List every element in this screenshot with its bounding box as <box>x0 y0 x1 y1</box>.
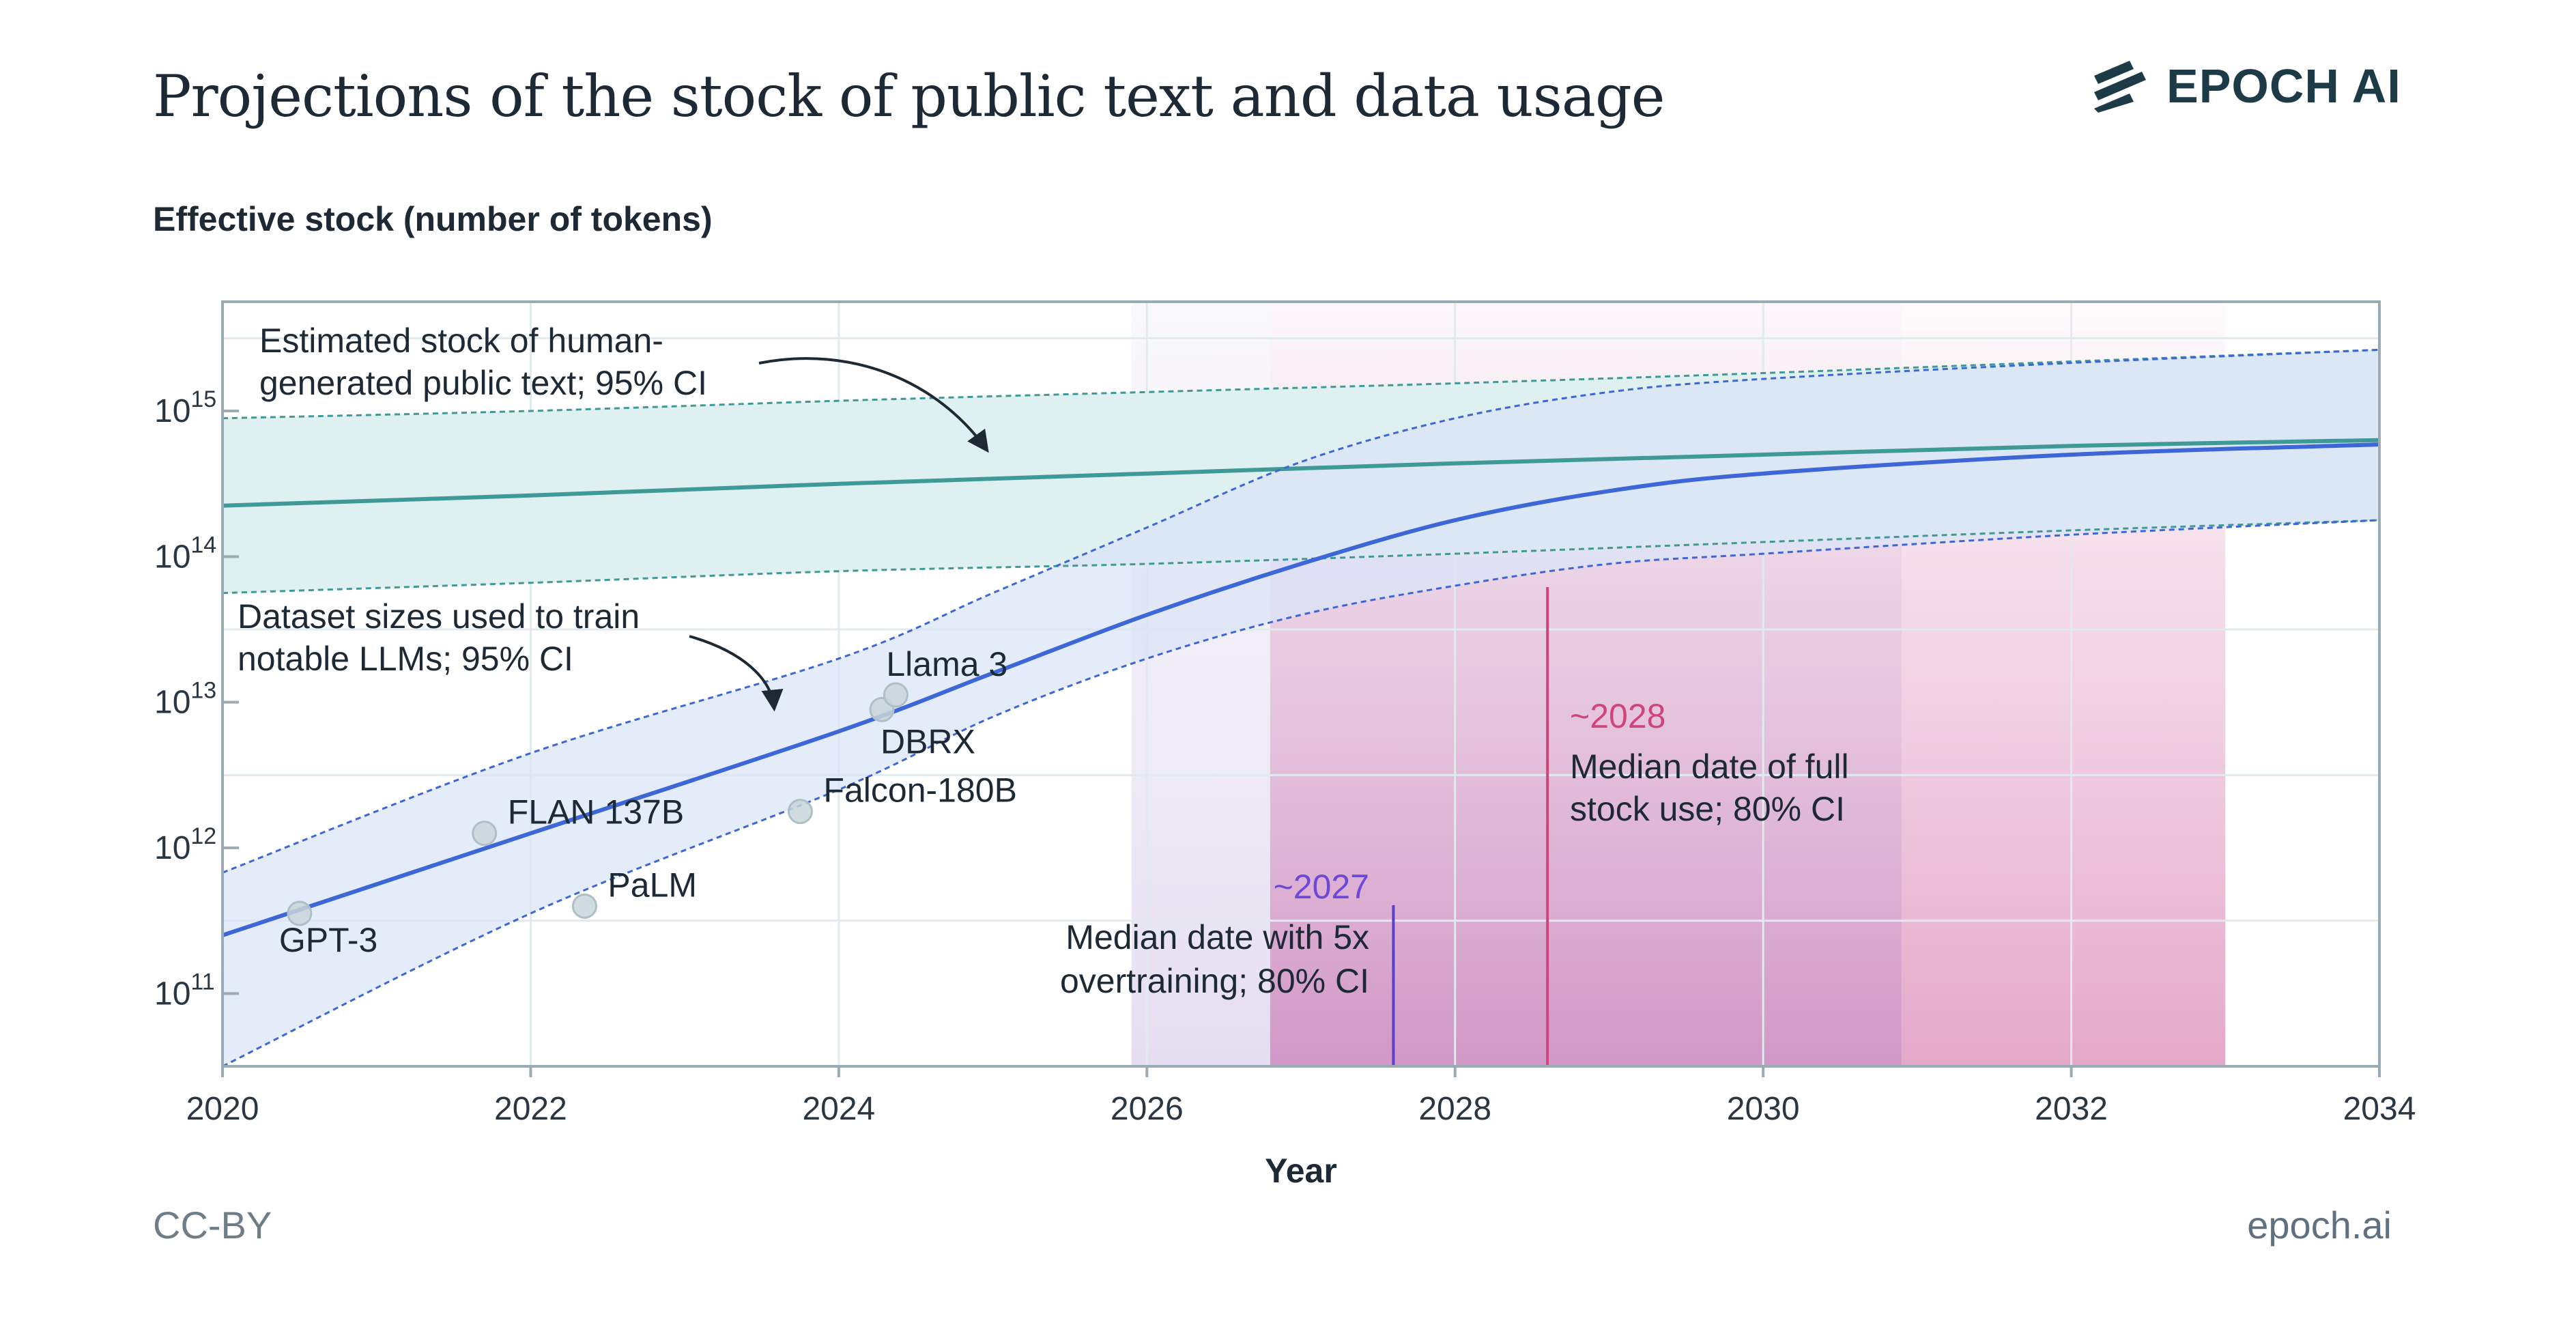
x-tick-label: 2020 <box>186 1091 259 1127</box>
fulluse-annotation-line2: stock use; 80% CI <box>1570 790 1845 828</box>
fulluse-year-label: ~2028 <box>1570 697 1665 735</box>
y-tick-label: 1013 <box>154 678 216 721</box>
model-point <box>571 893 597 919</box>
model-point <box>787 799 813 825</box>
logo-text: EPOCH AI <box>2166 59 2401 113</box>
model-label: Falcon-180B <box>823 771 1017 810</box>
stock-annotation-line2: generated public text; 95% CI <box>259 364 707 402</box>
stock-annotation: Estimated stock of human- generated publ… <box>259 322 707 402</box>
x-tick-label: 2034 <box>2343 1091 2416 1127</box>
model-label: PaLM <box>607 866 697 904</box>
stock-annotation-arrow <box>758 357 989 453</box>
x-tick-label: 2028 <box>1418 1091 1491 1127</box>
stock-ci-upper <box>223 348 2379 420</box>
x-tick-label: 2024 <box>802 1091 875 1127</box>
epoch-logo: EPOCH AI <box>2089 59 2401 113</box>
license-label: CC-BY <box>153 1204 272 1247</box>
fulluse-annotation-line1: Median date of full <box>1570 748 1849 786</box>
y-axis-label: Effective stock (number of tokens) <box>153 200 713 238</box>
overtrain-annotation-line1: Median date with 5x <box>1065 918 1369 956</box>
y-tick-label: 1015 <box>154 386 216 429</box>
dataset-annotation-line2: notable LLMs; 95% CI <box>238 640 573 678</box>
y-tick-label: 1012 <box>154 823 216 866</box>
model-label: FLAN 137B <box>508 793 684 831</box>
model-label: DBRX <box>881 722 975 760</box>
x-tick-label: 2030 <box>1727 1091 1800 1127</box>
plot-frame <box>221 300 2381 1068</box>
dataset-ci-band <box>223 350 2379 1066</box>
model-label: Llama 3 <box>886 645 1007 683</box>
stock-ci-lower <box>223 519 2379 595</box>
model-point <box>472 821 498 847</box>
overtrain-year-label: ~2027 <box>1274 868 1369 906</box>
overtrain-annotation-line2: overtraining; 80% CI <box>1060 962 1369 1000</box>
stock-median-line <box>223 438 2379 508</box>
y-tick-label: 1011 <box>154 969 215 1012</box>
page-title: Projections of the stock of public text … <box>153 63 1665 130</box>
x-tick-label: 2032 <box>2035 1091 2108 1127</box>
x-tick-label: 2026 <box>1111 1091 1184 1127</box>
dataset-annotation-line1: Dataset sizes used to train <box>238 597 640 636</box>
dataset-annotation: Dataset sizes used to train notable LLMs… <box>238 597 640 678</box>
model-label: GPT-3 <box>279 921 377 959</box>
x-axis-label: Year <box>1265 1152 1337 1190</box>
x-tick-label: 2022 <box>494 1091 567 1127</box>
y-tick-label: 1014 <box>154 532 216 575</box>
model-point <box>287 900 313 926</box>
epoch-logo-icon <box>2094 61 2146 113</box>
dataset-annotation-arrow <box>689 635 784 712</box>
dataset-ci-lower <box>223 519 2379 1066</box>
dataset-median-line <box>223 442 2379 937</box>
stock-annotation-line1: Estimated stock of human- <box>259 322 663 360</box>
site-link[interactable]: epoch.ai <box>2247 1204 2392 1247</box>
model-point <box>883 682 908 708</box>
dataset-ci-upper <box>223 348 2379 874</box>
